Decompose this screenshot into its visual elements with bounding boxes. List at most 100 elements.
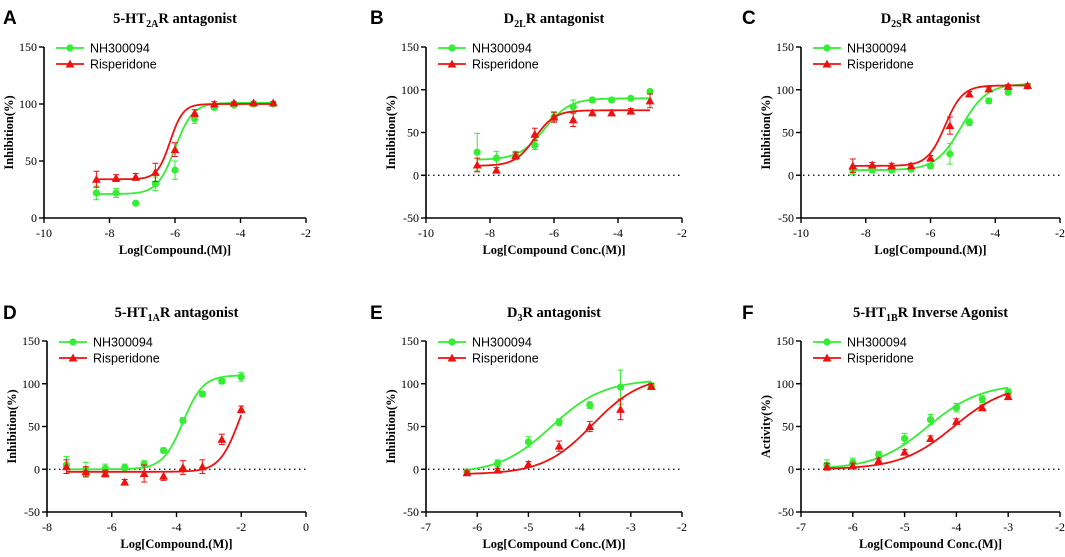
data-point (646, 381, 656, 390)
data-point (867, 160, 877, 169)
series-nh300094 (463, 369, 655, 476)
fit-curve (826, 392, 1009, 470)
x-tick-label: -2 (677, 226, 687, 240)
chart-title: D3R antagonist (507, 305, 601, 324)
data-point (608, 96, 616, 104)
legend-marker (823, 338, 831, 346)
data-point (1003, 392, 1013, 401)
panel-e: E D3R antagonist -50 0 50 100 150 -7 -6 -5 -4 -3 -2 L… (370, 303, 687, 551)
legend-label: NH300094 (847, 336, 907, 350)
data-point (493, 465, 503, 474)
x-tick-label: -6 (472, 520, 482, 534)
data-point (492, 154, 500, 162)
fit-curve (852, 84, 1028, 167)
legend-marker (448, 44, 456, 52)
legend-marker (822, 59, 832, 68)
series-risperidone (472, 93, 655, 174)
fit-curve (96, 101, 274, 195)
panel-letter: C (742, 8, 756, 29)
data-point (492, 165, 501, 174)
chart-title: 5-HT1AR antagonist (115, 305, 239, 324)
y-tick-label: 50 (782, 126, 794, 140)
x-tick-label: -4 (236, 226, 246, 240)
data-point (848, 461, 858, 470)
fit-curve (852, 83, 1028, 171)
x-axis-label: Log[Compound Conc.(M)] (482, 243, 625, 257)
data-point (887, 161, 897, 170)
data-point (977, 403, 987, 412)
x-tick-label: -4 (951, 520, 961, 534)
data-point (112, 189, 120, 197)
y-tick-label: 50 (407, 126, 419, 140)
data-point (473, 148, 481, 156)
data-point (179, 416, 187, 425)
legend-label: Risperidone (847, 58, 914, 72)
y-tick-label: -50 (403, 211, 419, 225)
panel-b: B D2LR antagonist -50 0 50 100 150 -10 -8 -6 -4 -2 L… (370, 8, 687, 257)
data-point (906, 161, 916, 170)
y-tick-label: 100 (776, 377, 794, 391)
legend-label: Risperidone (847, 352, 914, 366)
data-point (150, 168, 160, 176)
legend-marker (447, 59, 457, 68)
data-point (984, 84, 994, 93)
legend-marker (65, 59, 75, 68)
data-point (900, 447, 909, 456)
data-point (985, 97, 993, 105)
data-point (1004, 88, 1012, 96)
x-tick-label: -10 (793, 226, 809, 240)
data-point (588, 108, 597, 117)
y-axis-label: Inhibition(%) (759, 95, 773, 169)
x-tick-label: -3 (626, 520, 636, 534)
legend-label: Risperidone (90, 58, 157, 72)
data-point (555, 418, 563, 426)
series-nh300094 (823, 386, 1012, 471)
data-point (848, 161, 858, 170)
data-point (952, 404, 961, 412)
data-point (524, 438, 533, 446)
y-tick-label: 150 (19, 40, 37, 54)
y-tick-label: 0 (413, 462, 419, 476)
chart-title-suffix: R antagonist (526, 11, 605, 27)
legend-marker (823, 44, 831, 52)
data-point (462, 468, 472, 477)
chart-title-prefix: D (881, 11, 891, 27)
legend-marker (447, 353, 457, 362)
data-point (607, 108, 616, 117)
data-point (120, 477, 130, 486)
data-point (92, 174, 101, 183)
chart-title-subscript: 2A (146, 19, 159, 30)
data-point (1023, 81, 1033, 89)
data-point (530, 129, 540, 138)
data-point (190, 108, 200, 117)
chart-title-suffix: R antagonist (522, 305, 601, 321)
panel-d: D 5-HT1AR antagonist -50 0 50 100 150 -8 -6 -4 -2 0… (3, 303, 309, 551)
x-tick-label: -8 (861, 226, 871, 240)
data-point (1003, 81, 1013, 90)
data-point (549, 112, 559, 121)
data-point (494, 459, 502, 467)
x-tick-label: -6 (926, 226, 936, 240)
data-point (588, 96, 597, 104)
data-point (568, 115, 578, 124)
chart-title-suffix: R antagonist (160, 305, 239, 321)
series-risperidone (92, 98, 278, 188)
x-tick-label: -2 (1055, 226, 1065, 240)
data-point (616, 405, 625, 413)
data-point (92, 189, 100, 197)
series-nh300094 (473, 87, 654, 172)
chart-title-subscript: 2L (514, 19, 526, 30)
fit-curve (66, 374, 242, 471)
panel-a: A 5-HT2AR antagonist 0 50 100 150 -10 -8 -6 -4 -2 L… (2, 8, 311, 257)
data-point (198, 390, 206, 398)
data-point (111, 173, 121, 182)
data-point (616, 383, 625, 391)
chart-title: 5-HT1BR Inverse Agonist (853, 305, 1008, 324)
chart-title-prefix: 5-HT (853, 305, 886, 321)
y-tick-label: 50 (25, 154, 37, 168)
x-axis-label: Log[Compound Conc.(M)] (859, 537, 1002, 551)
legend-marker (448, 338, 456, 346)
x-tick-label: -3 (1003, 520, 1013, 534)
y-tick-label: 50 (782, 420, 794, 434)
y-tick-label: 100 (401, 83, 419, 97)
